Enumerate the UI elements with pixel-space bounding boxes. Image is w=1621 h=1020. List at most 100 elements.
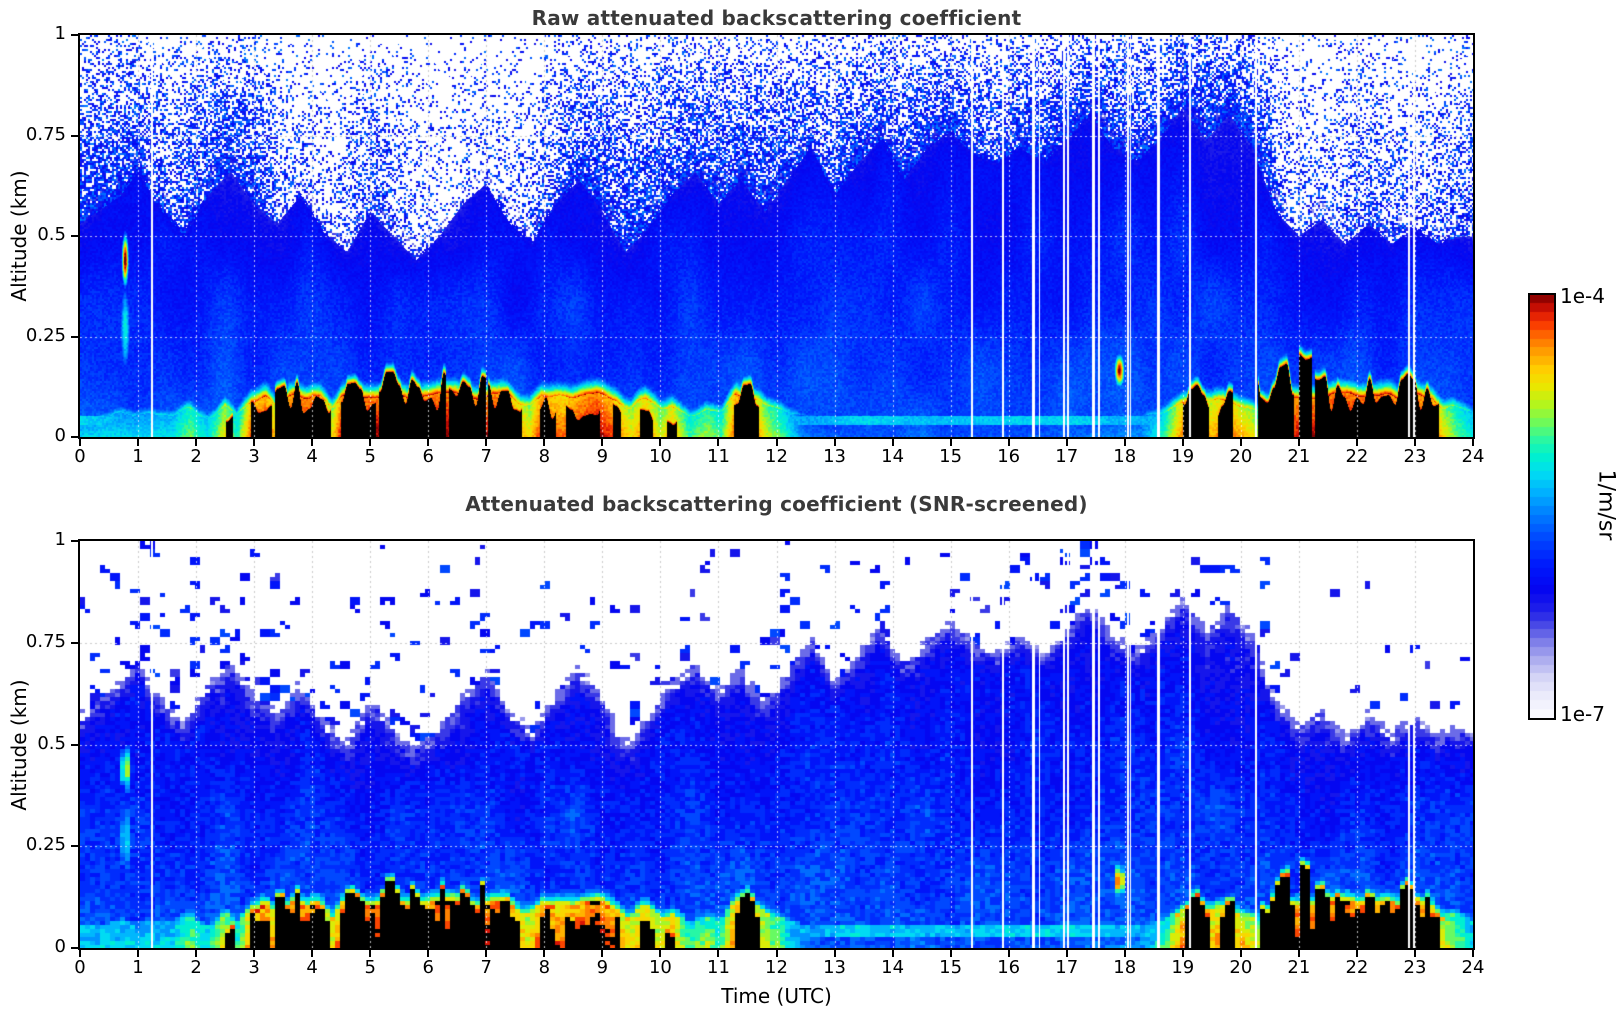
- x-tick-mark: [311, 950, 314, 957]
- x-tick-label: 8: [538, 446, 551, 467]
- x-tick-mark: [1181, 950, 1184, 957]
- x-tick-label: 15: [939, 957, 963, 978]
- screened-heatmap-canvas: [80, 541, 1473, 948]
- x-tick-label: 0: [74, 446, 86, 467]
- x-tick-mark: [1007, 950, 1010, 957]
- x-tick-label: 11: [707, 957, 730, 978]
- x-tick-mark: [601, 950, 604, 957]
- x-tick-mark: [833, 439, 836, 446]
- x-tick-mark: [543, 950, 546, 957]
- x-tick-mark: [891, 950, 894, 957]
- y-tick-mark: [71, 743, 78, 746]
- x-tick-label: 16: [997, 957, 1021, 978]
- x-tick-label: 1: [132, 446, 144, 467]
- x-tick-mark: [717, 950, 720, 957]
- x-tick-mark: [1007, 439, 1010, 446]
- x-tick-mark: [775, 439, 778, 446]
- x-tick-mark: [1239, 950, 1242, 957]
- x-tick-label: 23: [1403, 957, 1427, 978]
- y-tick-mark: [71, 540, 78, 542]
- x-tick-label: 4: [306, 446, 318, 467]
- x-tick-label: 16: [997, 446, 1021, 467]
- x-tick-label: 2: [190, 446, 202, 467]
- x-tick-mark: [427, 950, 430, 957]
- raw-panel-title: Raw attenuated backscattering coefficien…: [531, 6, 1022, 30]
- x-tick-mark: [1472, 439, 1474, 446]
- y-tick-mark: [71, 134, 78, 137]
- x-tick-mark: [1065, 950, 1068, 957]
- x-tick-mark: [79, 439, 81, 446]
- y-tick-label: 0.75: [25, 123, 66, 145]
- x-tick-mark: [1472, 950, 1474, 957]
- time-axis-label: Time (UTC): [721, 984, 832, 1008]
- colorbar-unit-label: 1/m/sr: [1593, 469, 1619, 540]
- y-tick-mark: [71, 641, 78, 644]
- x-tick-label: 9: [596, 957, 609, 978]
- x-tick-label: 17: [1055, 957, 1079, 978]
- y-tick-mark: [71, 436, 78, 438]
- x-tick-mark: [1181, 439, 1184, 446]
- x-tick-mark: [369, 950, 372, 957]
- y-tick-label: 1: [54, 529, 66, 550]
- x-tick-label: 5: [364, 957, 376, 978]
- x-tick-label: 7: [480, 446, 492, 467]
- x-tick-label: 22: [1345, 446, 1369, 467]
- x-tick-label: 14: [881, 957, 905, 978]
- x-tick-label: 21: [1287, 446, 1311, 467]
- x-tick-mark: [253, 439, 256, 446]
- x-tick-label: 6: [422, 957, 434, 978]
- x-tick-label: 7: [480, 957, 492, 978]
- x-tick-mark: [253, 950, 256, 957]
- y-tick-label: 0: [54, 936, 66, 957]
- x-tick-mark: [1123, 439, 1126, 446]
- x-tick-label: 12: [765, 957, 788, 978]
- x-tick-label: 15: [939, 446, 963, 467]
- x-tick-label: 13: [823, 957, 846, 978]
- x-tick-label: 6: [422, 446, 434, 467]
- x-tick-mark: [1123, 950, 1126, 957]
- x-tick-mark: [79, 950, 81, 957]
- y-tick-mark: [71, 845, 78, 848]
- y-tick-label: 0.25: [25, 324, 66, 346]
- x-tick-mark: [1413, 950, 1416, 957]
- x-tick-label: 2: [190, 957, 202, 978]
- y-tick-label: 0: [54, 425, 66, 446]
- x-tick-mark: [833, 950, 836, 957]
- y-tick-label: 0.25: [25, 834, 66, 856]
- x-tick-mark: [891, 439, 894, 446]
- y-tick-label: 0.5: [37, 224, 66, 245]
- x-tick-label: 24: [1461, 957, 1485, 978]
- colorbar-max-label: 1e-4: [1560, 284, 1605, 308]
- x-tick-label: 18: [1113, 446, 1137, 467]
- x-tick-mark: [717, 439, 720, 446]
- y-tick-label: 1: [54, 23, 66, 44]
- x-tick-label: 11: [707, 446, 730, 467]
- x-tick-mark: [659, 950, 662, 957]
- x-tick-label: 20: [1229, 957, 1253, 978]
- x-tick-label: 1: [132, 957, 144, 978]
- colorbar-canvas: [1530, 295, 1554, 718]
- raw-heatmap-panel: [78, 33, 1475, 439]
- y-tick-mark: [71, 335, 78, 338]
- x-tick-label: 20: [1229, 446, 1253, 467]
- x-tick-label: 19: [1171, 446, 1195, 467]
- x-tick-mark: [1355, 439, 1358, 446]
- x-tick-mark: [949, 950, 952, 957]
- x-tick-mark: [427, 439, 430, 446]
- x-tick-mark: [601, 439, 604, 446]
- colorbar: [1528, 293, 1556, 720]
- x-tick-mark: [1413, 439, 1416, 446]
- x-tick-label: 0: [74, 957, 86, 978]
- x-tick-mark: [485, 439, 488, 446]
- x-tick-mark: [137, 950, 140, 957]
- y-tick-mark: [71, 235, 78, 237]
- x-tick-label: 22: [1345, 957, 1369, 978]
- y-tick-mark: [71, 34, 78, 36]
- x-tick-label: 8: [538, 957, 551, 978]
- x-tick-label: 9: [596, 446, 609, 467]
- x-tick-label: 18: [1113, 957, 1137, 978]
- x-tick-label: 17: [1055, 446, 1079, 467]
- x-tick-label: 14: [881, 446, 905, 467]
- x-tick-mark: [949, 439, 952, 446]
